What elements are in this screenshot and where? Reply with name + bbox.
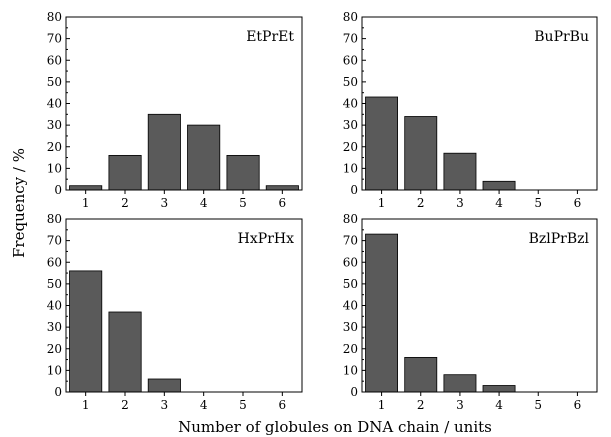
y-tick-label: 50	[343, 75, 358, 89]
y-tick-label: 0	[350, 385, 358, 399]
bar-2	[404, 116, 438, 191]
x-tick-label: 5	[534, 196, 542, 210]
y-tick-label: 80	[343, 212, 358, 226]
x-tick-label: 6	[574, 196, 582, 210]
panel-3: 0 10 20 30 40 50 60 70 80 1 2 3 4 5 6 HxPrHx	[47, 212, 303, 412]
y-tick-label: 20	[47, 342, 62, 356]
x-tick-label: 4	[200, 398, 208, 412]
y-tick-label: 50	[47, 75, 62, 89]
y-tick-label: 20	[343, 140, 358, 154]
bar-6	[265, 185, 299, 191]
y-tick-label: 10	[343, 161, 358, 175]
x-tick-label: 1	[378, 398, 386, 412]
y-tick-label: 0	[54, 385, 62, 399]
y-tick-label: 70	[47, 234, 62, 248]
y-tick-label: 0	[350, 183, 358, 197]
x-tick-label: 2	[417, 398, 425, 412]
y-tick-label: 80	[343, 10, 358, 24]
x-tick-label: 2	[417, 196, 425, 210]
y-tick-label: 30	[343, 320, 358, 334]
panel-label: EtPrEt	[246, 29, 294, 45]
y-tick-label: 80	[47, 212, 62, 226]
bar-1	[365, 233, 398, 393]
y-tick-label: 80	[47, 10, 62, 24]
y-tick-label: 60	[343, 255, 358, 269]
y-tick-label: 10	[343, 363, 358, 377]
bar-1	[365, 96, 398, 191]
y-tick-label: 20	[343, 342, 358, 356]
y-tick-label: 70	[343, 32, 358, 46]
y-tick-label: 30	[47, 118, 62, 132]
x-tick-label: 1	[82, 398, 90, 412]
bar-1	[69, 270, 103, 393]
x-tick-label: 3	[161, 196, 169, 210]
y-tick-label: 40	[343, 299, 358, 313]
bar-1	[69, 185, 103, 191]
x-tick-label: 3	[456, 398, 464, 412]
bar-3	[147, 378, 181, 393]
x-tick-label: 1	[378, 196, 386, 210]
bar-4	[187, 124, 221, 191]
x-tick-label: 6	[279, 196, 287, 210]
panel-label: BzlPrBzl	[529, 231, 590, 247]
x-tick-label: 3	[161, 398, 169, 412]
y-tick-label: 50	[343, 277, 358, 291]
y-tick-label: 70	[47, 32, 62, 46]
y-tick-label: 10	[47, 161, 62, 175]
x-tick-label: 1	[82, 196, 90, 210]
x-tick-label: 4	[495, 196, 503, 210]
y-axis-label: Frequency / %	[10, 148, 28, 258]
panel-1: 0 10 20 30 40 50 60 70 80 1 2 3 4 5 6 EtPrEt	[47, 10, 303, 210]
bar-4	[482, 180, 516, 191]
panel-4: 0 10 20 30 40 50 60 70 80 1 2 3 4 5 6 BzlPrBzl	[343, 212, 598, 412]
y-tick-label: 70	[343, 234, 358, 248]
y-tick-label: 10	[47, 363, 62, 377]
bar-5	[226, 154, 260, 191]
bar-3	[443, 152, 477, 191]
bar-2	[108, 154, 142, 191]
panel-label: BuPrBu	[534, 29, 589, 45]
bar-3	[443, 374, 477, 393]
y-tick-label: 60	[47, 255, 62, 269]
x-tick-label: 3	[456, 196, 464, 210]
panel-label: HxPrHx	[238, 231, 294, 247]
x-tick-label: 4	[495, 398, 503, 412]
x-tick-label: 2	[121, 196, 129, 210]
y-tick-label: 20	[47, 140, 62, 154]
x-tick-label: 5	[534, 398, 542, 412]
bar-2	[404, 356, 438, 393]
x-tick-label: 5	[239, 196, 247, 210]
y-tick-label: 40	[47, 97, 62, 111]
y-tick-label: 30	[47, 320, 62, 334]
x-tick-label: 6	[574, 398, 582, 412]
y-tick-label: 40	[47, 299, 62, 313]
y-tick-label: 30	[343, 118, 358, 132]
y-tick-label: 60	[47, 53, 62, 67]
x-axis-label: Number of globules on DNA chain / units	[178, 418, 492, 436]
y-tick-label: 0	[54, 183, 62, 197]
panel-2: 0 10 20 30 40 50 60 70 80 1 2 3 4 5 6 BuPrBu	[343, 10, 598, 210]
y-tick-label: 60	[343, 53, 358, 67]
bar-3	[147, 113, 181, 191]
bar-4	[482, 385, 516, 393]
y-tick-label: 50	[47, 277, 62, 291]
x-tick-label: 6	[279, 398, 287, 412]
x-tick-label: 4	[200, 196, 208, 210]
bar-2	[108, 311, 142, 393]
x-tick-label: 5	[239, 398, 247, 412]
x-tick-label: 2	[121, 398, 129, 412]
y-tick-label: 40	[343, 97, 358, 111]
